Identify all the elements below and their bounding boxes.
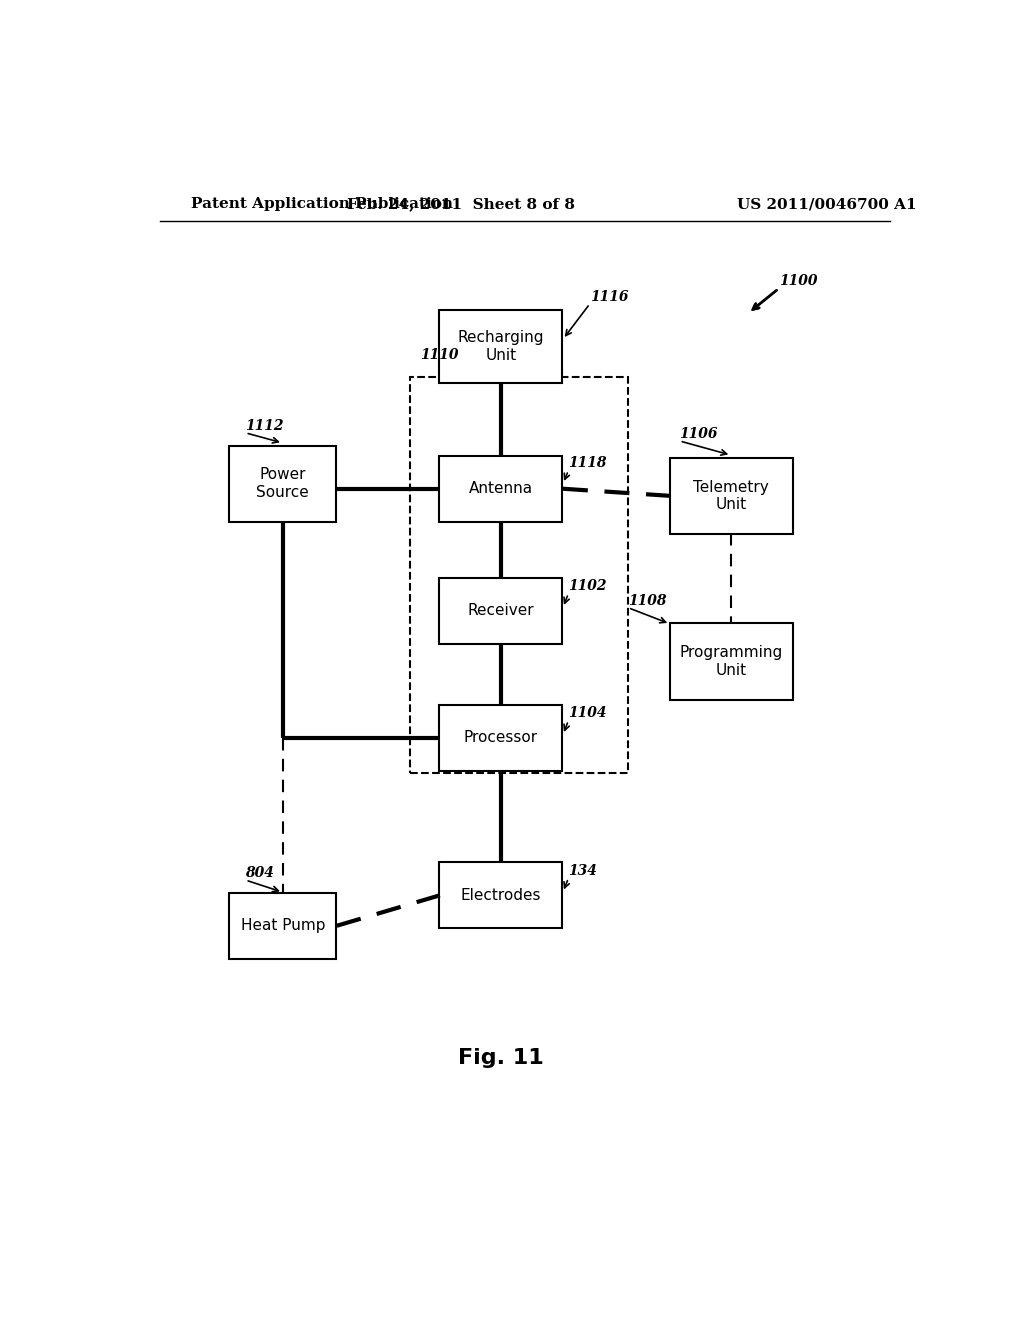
Text: 1100: 1100	[778, 275, 817, 289]
Bar	[670, 458, 793, 535]
Text: 1102: 1102	[568, 579, 607, 594]
Text: 1110: 1110	[420, 347, 459, 362]
Text: 134: 134	[568, 865, 597, 878]
Text: US 2011/0046700 A1: US 2011/0046700 A1	[736, 197, 916, 211]
Text: Telemetry
Unit: Telemetry Unit	[693, 479, 769, 512]
Text: 1118: 1118	[568, 457, 607, 470]
Text: 1112: 1112	[246, 418, 284, 433]
Bar	[439, 455, 562, 521]
Bar	[439, 862, 562, 928]
Text: Patent Application Publication: Patent Application Publication	[191, 197, 454, 211]
Text: Electrodes: Electrodes	[461, 888, 542, 903]
Text: 804: 804	[246, 866, 274, 880]
Text: Fig. 11: Fig. 11	[458, 1048, 544, 1068]
Text: Programming
Unit: Programming Unit	[680, 645, 782, 677]
Bar	[439, 578, 562, 644]
Text: 1116: 1116	[590, 290, 629, 304]
Text: Feb. 24, 2011  Sheet 8 of 8: Feb. 24, 2011 Sheet 8 of 8	[347, 197, 575, 211]
Bar	[670, 623, 793, 700]
Bar	[410, 378, 628, 774]
Text: Recharging
Unit: Recharging Unit	[458, 330, 544, 363]
Text: Processor: Processor	[464, 730, 538, 746]
Bar	[229, 446, 336, 521]
Text: 1106: 1106	[680, 426, 718, 441]
Bar	[229, 892, 336, 958]
Text: Heat Pump: Heat Pump	[241, 919, 325, 933]
Bar	[439, 705, 562, 771]
Text: Antenna: Antenna	[469, 482, 534, 496]
Text: Receiver: Receiver	[468, 603, 535, 618]
Text: 1104: 1104	[568, 706, 607, 721]
Bar	[439, 310, 562, 383]
Text: Power
Source: Power Source	[256, 467, 309, 500]
Text: 1108: 1108	[628, 594, 667, 607]
